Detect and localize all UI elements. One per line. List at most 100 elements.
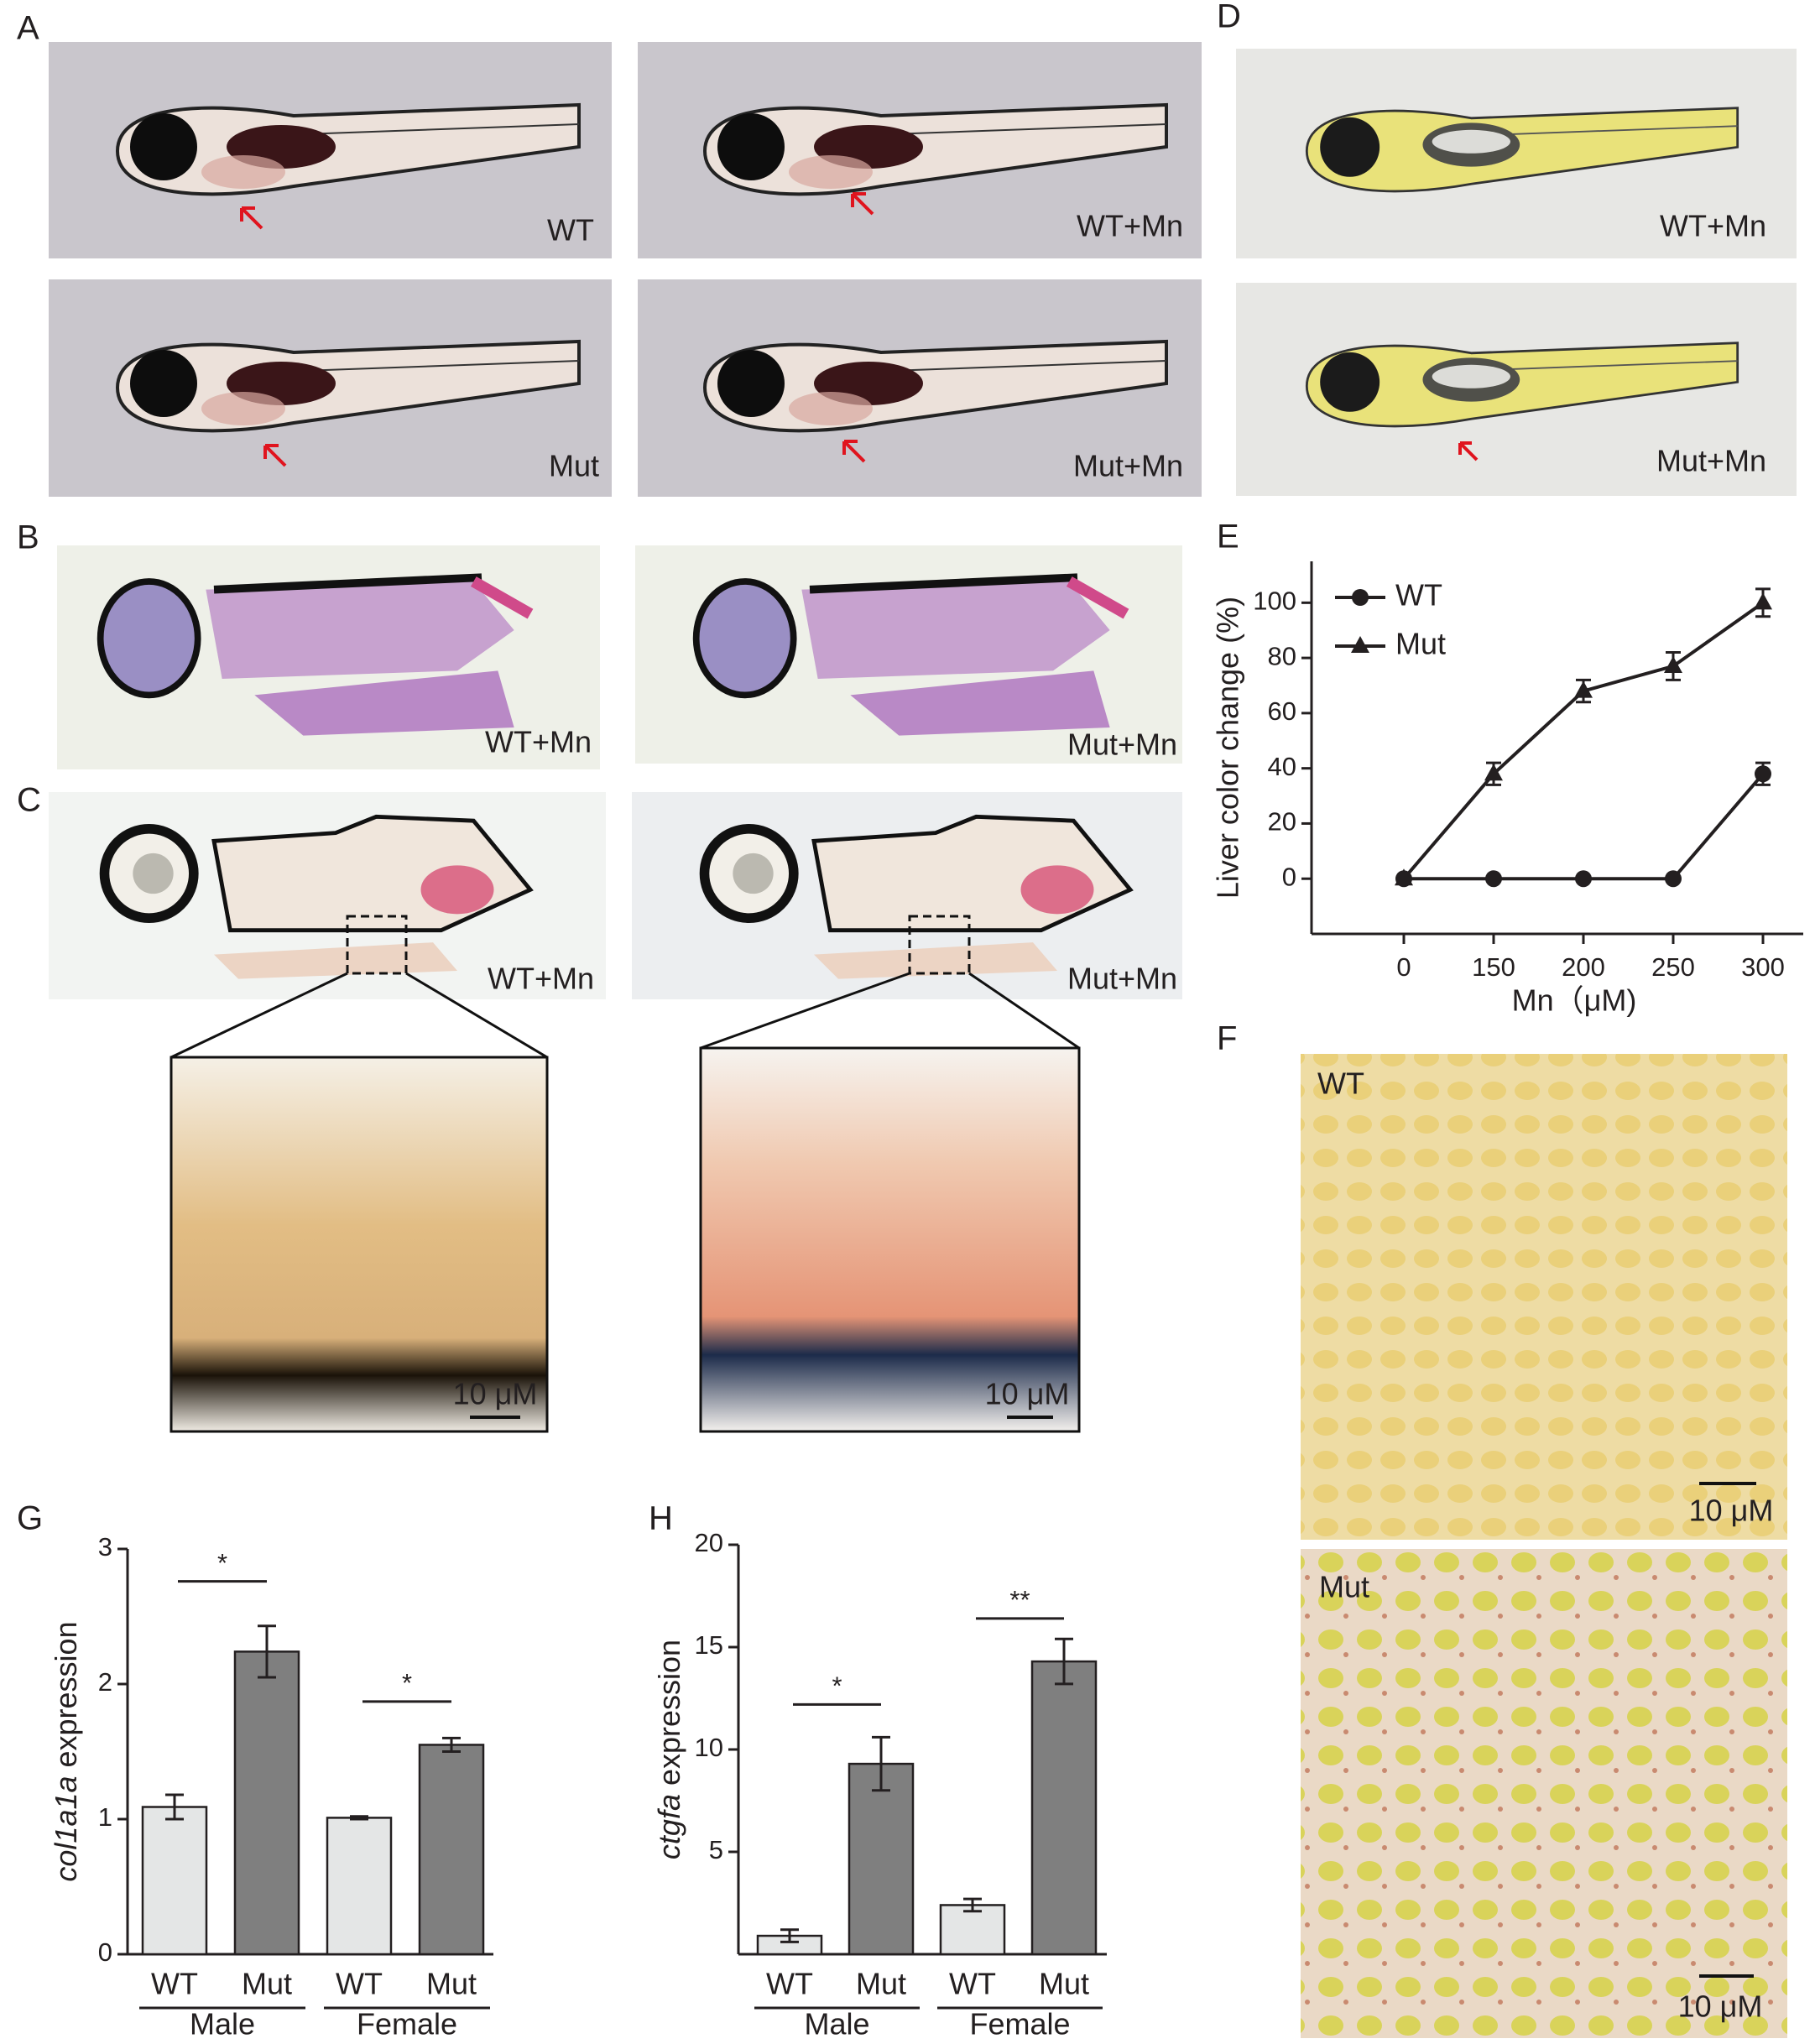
panel-label: E — [1217, 519, 1239, 555]
x-tick-label: 300 — [1741, 952, 1785, 982]
y-tick-label: 2 — [98, 1667, 112, 1697]
marker — [1665, 870, 1682, 888]
image-label: Mut+Mn — [1656, 444, 1766, 478]
image-label: WT+Mn — [1660, 209, 1766, 243]
y-tick-label: 1 — [98, 1802, 112, 1832]
y-tick-label: 5 — [709, 1835, 723, 1864]
marker — [1351, 636, 1369, 653]
y-tick-label: 3 — [98, 1532, 112, 1562]
marker — [1395, 868, 1413, 886]
bar — [1030, 1660, 1098, 1956]
photo — [1301, 1549, 1787, 2038]
image-label: Mut — [549, 449, 599, 483]
error-bar — [963, 1897, 982, 1913]
x-tick-label: WT — [336, 1967, 383, 2001]
y-tick-label: 0 — [1282, 862, 1296, 891]
y-tick-label: 10 — [695, 1733, 723, 1762]
image-label: Mut+Mn — [1073, 449, 1183, 483]
y-axis-label: Liver color change (%) — [1211, 597, 1245, 899]
y-axis-label-part: expression — [49, 1621, 83, 1767]
y-axis-label-part: ctgfa — [652, 1794, 686, 1859]
x-tick-label: 250 — [1651, 952, 1695, 982]
x-axis-label: Mn（μM) — [1512, 983, 1637, 1018]
y-tick-label: 40 — [1268, 752, 1296, 781]
line — [1404, 772, 1765, 881]
y-tick-label: 0 — [98, 1937, 112, 1967]
zoom-frame — [170, 1056, 549, 1433]
x-tick-label: 150 — [1472, 952, 1515, 982]
panel-a: WT WT+Mn Mut Mut+Mn — [49, 42, 1202, 497]
marker — [1755, 765, 1771, 783]
image-label: WT+Mn — [488, 962, 594, 996]
zoom-region — [908, 915, 971, 975]
error-bar — [350, 1815, 368, 1821]
y-axis-label: ctgfa expression — [652, 1640, 686, 1859]
significance-label: * — [832, 1671, 842, 1701]
marker — [1574, 680, 1593, 698]
scale-bar-label: 10 μM — [1678, 1989, 1763, 2024]
bar — [418, 1744, 485, 1956]
y-tick-label: 100 — [1253, 587, 1296, 616]
group-label: Male — [804, 2007, 869, 2041]
error-bar — [1055, 1637, 1073, 1686]
bar — [939, 1904, 1006, 1956]
image-label: WT+Mn — [485, 725, 592, 759]
error-bar — [165, 1793, 184, 1821]
zoom-frame — [699, 1046, 1081, 1433]
scale-bar-label: 10 μM — [985, 1377, 1070, 1411]
bar — [848, 1762, 915, 1956]
zoom-region — [346, 915, 408, 975]
x-tick-label: Mut — [242, 1967, 292, 2001]
bar — [141, 1806, 208, 1956]
zoom-lines — [170, 972, 1080, 1059]
marker — [1352, 589, 1369, 606]
error-bar — [442, 1736, 461, 1753]
image-label: Mut — [1319, 1570, 1369, 1604]
significance-label: * — [217, 1548, 227, 1577]
panel-label: F — [1217, 1020, 1237, 1057]
y-tick-label: 15 — [695, 1630, 723, 1660]
y-tick-label: 60 — [1268, 696, 1296, 726]
image-label: WT — [547, 213, 594, 248]
image-label: Mut+Mn — [1067, 962, 1177, 996]
group-label: Female — [357, 2007, 457, 2041]
arrow — [1458, 441, 1479, 461]
bar — [326, 1817, 393, 1956]
panel-b: WT+Mn Mut+Mn — [57, 545, 1182, 769]
panel-label: D — [1217, 0, 1241, 35]
panel-d: WT+Mn Mut+Mn — [1236, 49, 1797, 496]
panel-label: B — [17, 519, 39, 556]
group-label: Female — [969, 2007, 1070, 2041]
x-tick-label: 200 — [1562, 952, 1605, 982]
panel-label: C — [17, 782, 41, 819]
marker — [1575, 870, 1592, 888]
marker — [1485, 870, 1502, 888]
y-tick-label: 80 — [1268, 641, 1296, 670]
marker — [1754, 592, 1772, 610]
error-bar — [258, 1624, 276, 1679]
significance-label: ** — [1009, 1585, 1030, 1614]
y-axis-label: col1a1a expression — [49, 1621, 83, 1881]
panel-label: H — [649, 1500, 673, 1537]
x-tick-label: Mut — [1039, 1967, 1089, 2001]
photo — [171, 1057, 547, 1431]
photo — [701, 1048, 1079, 1431]
photo — [1301, 1054, 1787, 1540]
error-bar — [872, 1735, 890, 1792]
panel-f: WT 10 μM Mut 10 μM — [1301, 1054, 1787, 2038]
bar — [233, 1650, 300, 1956]
y-axis-label-part: expression — [652, 1640, 686, 1786]
marker — [1484, 764, 1503, 781]
x-tick-label: WT — [151, 1967, 198, 2001]
x-tick-label: Mut — [426, 1967, 477, 2001]
x-tick-label: WT — [949, 1967, 996, 2001]
y-tick-label: 20 — [695, 1528, 723, 1557]
x-tick-label: Mut — [856, 1967, 906, 2001]
panel-label: A — [17, 10, 39, 47]
group-label: Male — [190, 2007, 255, 2041]
panel-c: WT+Mn Mut+Mn 10 μM 10 μM — [49, 792, 1182, 1433]
legend-label: WT — [1395, 578, 1442, 613]
x-tick-label: 0 — [1396, 952, 1411, 982]
panel-label: G — [17, 1500, 43, 1537]
